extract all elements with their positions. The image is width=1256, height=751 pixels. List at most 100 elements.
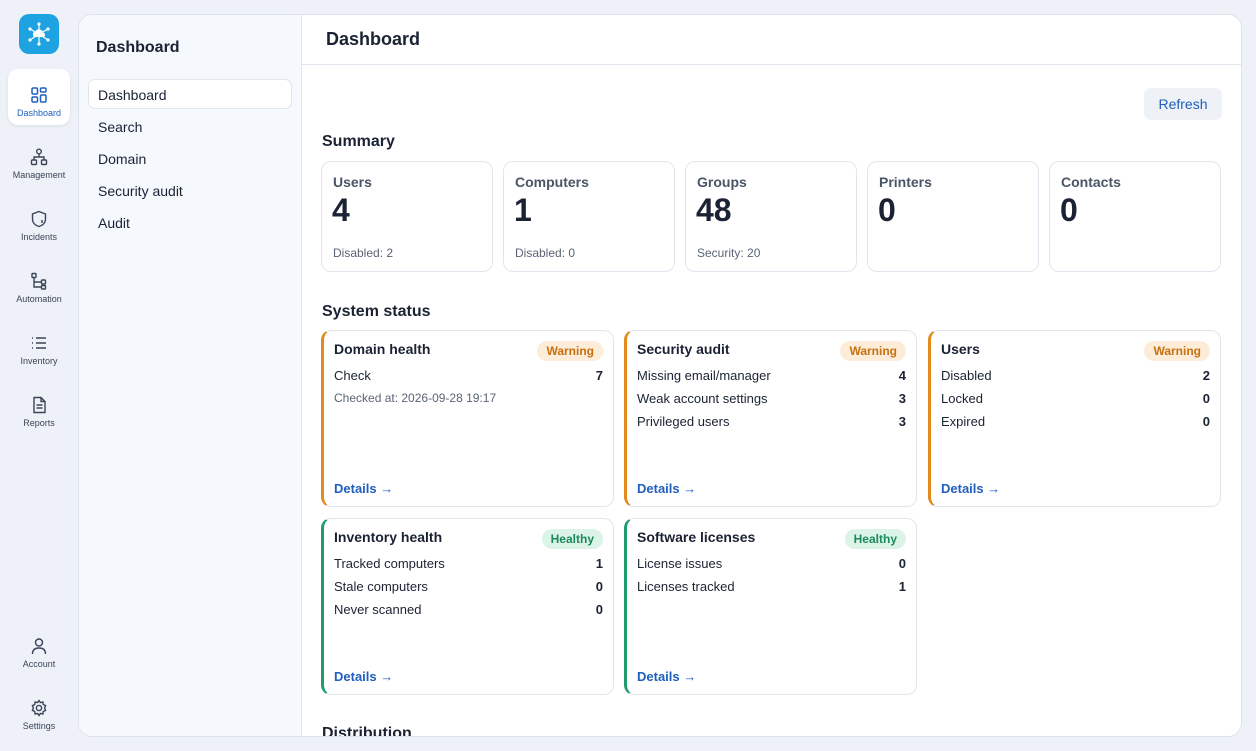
card-title: Security audit	[637, 341, 730, 357]
subnav-item-security-audit[interactable]: Security audit	[98, 183, 183, 199]
status-card-software-licenses: Software licenses Healthy License issues…	[624, 518, 917, 695]
metric-label: Disabled	[941, 368, 992, 383]
rail-item-inventory[interactable]: Inventory	[8, 317, 70, 373]
stat-card-printers: Printers 0	[867, 161, 1039, 272]
dashboard-icon	[31, 87, 47, 103]
stat-value: 0	[878, 192, 896, 228]
card-title: Domain health	[334, 341, 431, 357]
rail-label: Automation	[16, 294, 62, 304]
stat-sub: Disabled: 0	[515, 246, 576, 260]
rail-label: Management	[12, 170, 66, 180]
metric-row: Expired 0	[941, 414, 1210, 429]
stat-label: Contacts	[1061, 174, 1121, 190]
details-link[interactable]: Details →	[637, 481, 697, 496]
stat-label: Groups	[697, 174, 747, 190]
rail-label: Inventory	[20, 356, 58, 366]
card-title: Inventory health	[334, 529, 443, 545]
status-badge: Warning	[840, 341, 906, 361]
metric-value: 4	[898, 368, 906, 383]
app-logo[interactable]	[19, 14, 59, 54]
metric-row: Locked 0	[941, 391, 1210, 406]
metric-label: Stale computers	[334, 579, 428, 594]
metric-value: 7	[595, 368, 603, 383]
metric-value: 0	[1202, 414, 1210, 429]
subnav-item-search[interactable]: Search	[98, 119, 143, 135]
rail-item-management[interactable]: Management	[8, 131, 70, 187]
status-card-domain-health: Domain health Warning Check 7 Checked at:…	[321, 330, 614, 507]
stat-label: Printers	[879, 174, 932, 190]
rail-item-reports[interactable]: Reports	[8, 379, 70, 435]
rail-label: Incidents	[20, 232, 58, 242]
checked-at: Checked at: 2026-09-28 19:17	[334, 391, 497, 405]
stat-sub: Disabled: 2	[333, 246, 394, 260]
metric-value: 0	[1202, 391, 1210, 406]
stat-card-groups: Groups 48 Security: 20	[685, 161, 857, 272]
system-status-title: System status	[322, 303, 431, 320]
metric-label: Privileged users	[637, 414, 730, 429]
stat-label: Users	[333, 174, 372, 190]
list-icon	[32, 337, 46, 349]
document-icon	[33, 396, 46, 414]
metric-value: 0	[898, 556, 906, 571]
subnav-item-audit[interactable]: Audit	[98, 215, 130, 231]
metric-value: 3	[898, 414, 906, 429]
rail-item-account[interactable]: Account	[8, 620, 70, 676]
stat-label: Computers	[515, 174, 589, 190]
metric-label: Missing email/manager	[637, 368, 771, 383]
status-card-security-audit: Security audit Warning Missing email/man…	[624, 330, 917, 507]
subnav-item-domain[interactable]: Domain	[98, 151, 147, 167]
metric-label: Tracked computers	[334, 556, 445, 571]
metric-row: Weak account settings 3	[637, 391, 906, 406]
metric-row: Licenses tracked 1	[637, 579, 906, 594]
metric-row: Stale computers 0	[334, 579, 603, 594]
status-badge: Healthy	[844, 529, 906, 549]
metric-value: 1	[595, 556, 603, 571]
main-panel: Dashboard Dashboard Search Domain Securi…	[78, 14, 1242, 737]
metric-label: License issues	[637, 556, 723, 571]
stat-value: 0	[1060, 192, 1078, 228]
details-link[interactable]: Details →	[637, 669, 697, 684]
metric-label: Never scanned	[334, 602, 422, 617]
refresh-button[interactable]: Refresh	[1144, 88, 1222, 120]
icon-rail: Dashboard Management Incidents Automatio…	[0, 0, 78, 751]
page-header: Dashboard	[302, 15, 1241, 65]
stat-card-users: Users 4 Disabled: 2	[321, 161, 493, 272]
hierarchy-icon	[30, 148, 48, 166]
metric-label: Expired	[941, 414, 986, 429]
status-card-users: Users Warning Disabled 2 Locked 0 Expired 0…	[928, 330, 1221, 507]
cloud-network-icon	[28, 22, 50, 46]
metric-row: Check 7	[334, 368, 603, 383]
rail-item-dashboard[interactable]: Dashboard	[8, 69, 70, 125]
details-link[interactable]: Details →	[334, 481, 394, 496]
rail-item-incidents[interactable]: Incidents	[8, 193, 70, 249]
status-badge: Warning	[1144, 341, 1210, 361]
status-card-inventory-health: Inventory health Healthy Tracked compute…	[321, 518, 614, 695]
stat-card-computers: Computers 1 Disabled: 0	[503, 161, 675, 272]
metric-value: 0	[595, 602, 603, 617]
distribution-title: Distribution	[322, 725, 412, 737]
status-badge: Healthy	[541, 529, 603, 549]
rail-label: Dashboard	[16, 108, 62, 118]
stat-sub: Security: 20	[697, 246, 761, 260]
card-title: Users	[941, 341, 980, 357]
page-title: Dashboard	[326, 29, 421, 49]
metric-label: Licenses tracked	[637, 579, 735, 594]
metric-label: Locked	[941, 391, 983, 406]
metric-value: 0	[595, 579, 603, 594]
metric-label: Weak account settings	[637, 391, 768, 406]
rail-item-automation[interactable]: Automation	[8, 255, 70, 311]
subnav-title: Dashboard	[96, 39, 180, 56]
metric-row: Missing email/manager 4	[637, 368, 906, 383]
details-link[interactable]: Details →	[941, 481, 1001, 496]
details-link[interactable]: Details →	[334, 669, 394, 684]
metric-value: 2	[1202, 368, 1210, 383]
subnav-item-dashboard[interactable]: Dashboard	[88, 79, 292, 109]
summary-title: Summary	[322, 133, 395, 150]
metric-row: Never scanned 0	[334, 602, 603, 617]
metric-row: Privileged users 3	[637, 414, 906, 429]
user-icon	[31, 638, 47, 655]
metric-row: Disabled 2	[941, 368, 1210, 383]
metric-row: License issues 0	[637, 556, 906, 571]
rail-item-settings[interactable]: Settings	[8, 682, 70, 738]
metric-value: 1	[898, 579, 906, 594]
